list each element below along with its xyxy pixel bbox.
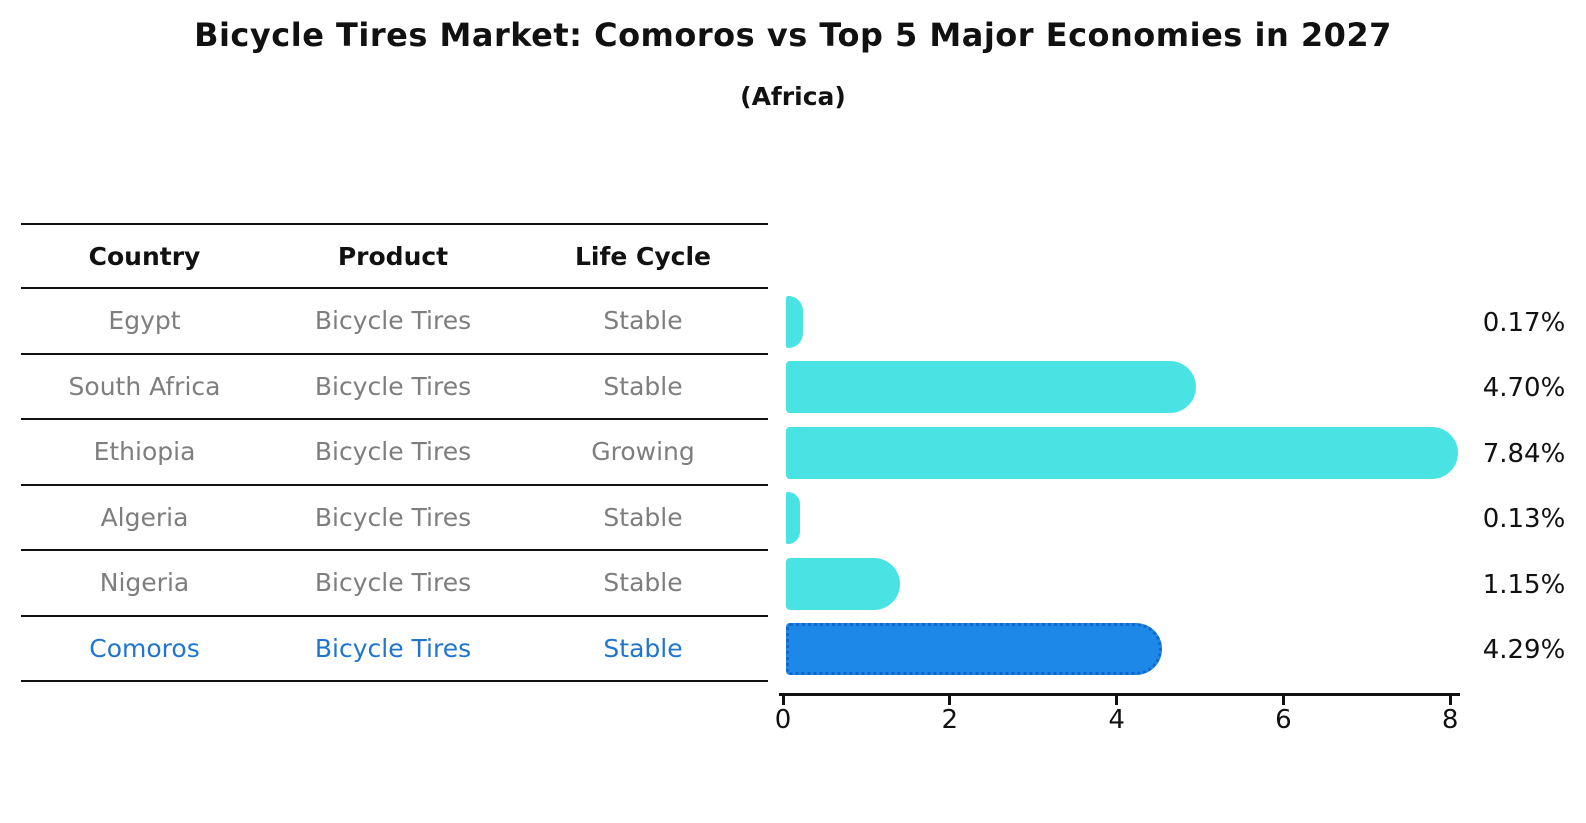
x-tick-mark [781, 696, 785, 705]
value-label: 4.29% [1482, 635, 1566, 665]
bar-comoros [786, 623, 1162, 675]
cell-life-cycle: Stable [603, 502, 683, 532]
table-row: Ethiopia Bicycle Tires Growing [21, 420, 768, 486]
bar-nigeria [786, 557, 900, 610]
table-header-row: Country Product Life Cycle [21, 225, 768, 289]
bar-algeria [786, 492, 800, 544]
x-tick-label: 6 [1275, 705, 1292, 735]
column-header-product: Product [337, 241, 449, 271]
table-row: South Africa Bicycle Tires Stable [21, 355, 768, 420]
x-tick-mark [1115, 696, 1119, 705]
cell-country: Egypt [108, 306, 181, 336]
cell-product: Bicycle Tires [314, 502, 472, 532]
table-row: Egypt Bicycle Tires Stable [21, 289, 768, 355]
value-label: 1.15% [1482, 569, 1566, 600]
cell-product: Bicycle Tires [314, 633, 472, 663]
cell-life-cycle: Stable [603, 633, 683, 663]
cell-product: Bicycle Tires [314, 306, 472, 336]
cell-country: Nigeria [99, 568, 190, 598]
x-axis-line [779, 693, 1460, 696]
cell-country: Algeria [100, 502, 189, 532]
x-tick-mark [1281, 696, 1285, 705]
value-label: 4.70% [1482, 373, 1566, 403]
table-row-highlight-comoros: Comoros Bicycle Tires Stable [21, 617, 768, 682]
country-table: Country Product Life Cycle Egypt Bicycle… [21, 223, 768, 682]
bar-egypt [786, 295, 804, 348]
cell-life-cycle: Stable [603, 371, 683, 401]
cell-country: South Africa [68, 371, 221, 401]
x-tick-label: 0 [774, 705, 792, 735]
x-tick-label: 4 [1108, 705, 1125, 735]
cell-life-cycle: Growing [591, 437, 695, 467]
x-tick-mark [948, 696, 952, 705]
page-title: Bicycle Tires Market: Comoros vs Top 5 M… [194, 16, 1392, 54]
bar-south-africa [786, 361, 1196, 413]
cell-product: Bicycle Tires [314, 437, 472, 467]
value-label: 7.84% [1482, 438, 1566, 469]
cell-life-cycle: Stable [603, 568, 683, 598]
value-label: 0.17% [1482, 307, 1566, 338]
table-row: Algeria Bicycle Tires Stable [21, 486, 768, 551]
cell-product: Bicycle Tires [314, 568, 472, 598]
value-label: 0.13% [1482, 504, 1566, 534]
cell-country: Comoros [89, 633, 200, 663]
x-tick-label: 2 [941, 705, 959, 735]
bar-ethiopia [786, 426, 1458, 479]
column-header-country: Country [88, 241, 201, 271]
cell-life-cycle: Stable [603, 306, 683, 336]
x-tick-label: 8 [1441, 705, 1459, 735]
column-header-life-cycle: Life Cycle [574, 241, 712, 271]
cell-country: Ethiopia [93, 437, 196, 467]
cell-product: Bicycle Tires [314, 371, 472, 401]
x-tick-mark [1448, 696, 1452, 705]
table-row: Nigeria Bicycle Tires Stable [21, 551, 768, 617]
page-subtitle: (Africa) [740, 82, 846, 111]
